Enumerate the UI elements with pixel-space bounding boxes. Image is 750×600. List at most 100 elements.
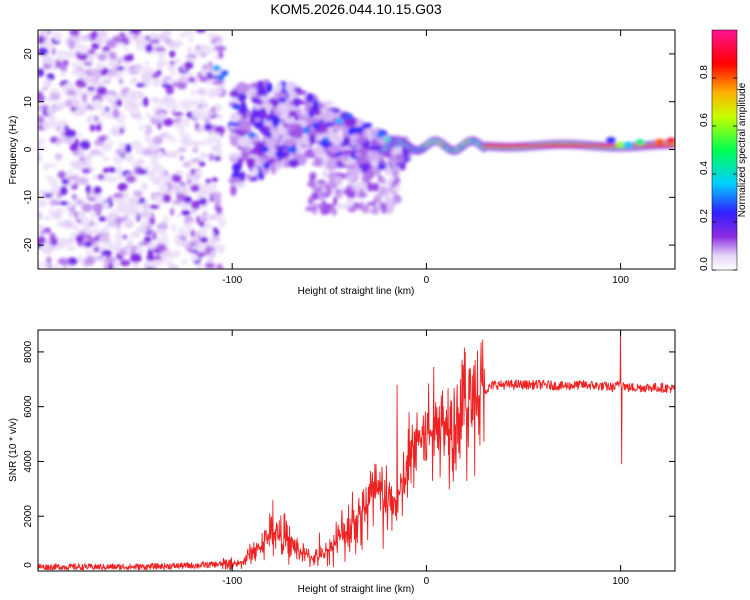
spectrogram-cell	[69, 30, 80, 37]
spectrogram-cell	[316, 179, 326, 185]
spectrogram-cell	[391, 168, 400, 179]
spectrogram-cell	[346, 164, 356, 171]
spectrogram-cell	[289, 91, 294, 103]
spectrogram-y-tick-label: 10	[23, 96, 34, 108]
spectrogram-cell	[218, 50, 224, 59]
spectrogram-cell	[367, 151, 381, 164]
spectrogram-cell	[292, 126, 305, 137]
spectrogram-cell	[92, 71, 102, 80]
spectrogram-cell	[76, 40, 82, 51]
spectrogram-cell	[203, 123, 213, 131]
snr-line	[38, 330, 675, 571]
spectrogram-cell	[81, 217, 91, 227]
spectrogram-cell	[182, 140, 193, 147]
spectrogram-cell	[107, 71, 114, 78]
spectrogram-cell	[38, 146, 47, 151]
spectrogram-cell	[203, 222, 212, 230]
spectrogram-cell	[233, 182, 246, 188]
spectrogram-cell	[337, 202, 343, 210]
spectrogram-cell	[158, 184, 169, 192]
spectrogram-cell	[180, 209, 191, 216]
spectrogram-cell	[53, 31, 63, 42]
spectrogram-cell	[82, 225, 91, 234]
spectrogram-cell	[259, 127, 266, 134]
spectrogram-cell	[56, 49, 69, 55]
spectrogram-cell	[174, 170, 184, 176]
snr-y-tick-label: 8000	[23, 340, 34, 363]
spectrogram-cell	[130, 252, 142, 263]
spectrogram-cell	[358, 163, 371, 170]
spectrogram-cell	[111, 129, 121, 136]
spectrogram-cell	[214, 198, 222, 206]
spectrogram-cell	[91, 42, 101, 50]
spectrogram-cell	[150, 192, 156, 201]
spectrogram-cell	[318, 202, 325, 210]
spectrogram-cell	[62, 219, 74, 229]
spectrogram-cell	[293, 154, 302, 161]
spectrogram-cell	[333, 175, 343, 185]
spectrogram-cell	[197, 71, 203, 79]
spectrogram-cell	[176, 184, 188, 194]
spectrogram-cell	[391, 199, 397, 205]
spectrogram-cell	[188, 36, 194, 43]
spectrogram-cell	[306, 93, 314, 103]
spectrogram-cell	[199, 204, 208, 210]
spectrogram-cell	[200, 237, 209, 244]
spectrogram-cell	[199, 220, 205, 228]
spectrogram-cell	[52, 210, 62, 220]
spectrogram-cell	[77, 52, 89, 61]
spectrogram-cell	[152, 77, 162, 88]
spectrogram-cell	[375, 132, 384, 139]
spectrogram-cell	[180, 79, 190, 84]
snr-y-tick-label: 6000	[23, 395, 34, 418]
spectrogram-cell	[116, 165, 123, 176]
spectrogram-cell	[67, 238, 75, 245]
spectrogram-cell	[103, 262, 108, 269]
spectrogram-cell	[163, 177, 168, 185]
spectrogram-cell	[44, 56, 54, 65]
spectrogram-cell	[40, 243, 52, 248]
spectrogram-cell	[56, 138, 64, 144]
spectrogram-cell	[62, 59, 69, 66]
spectrogram-cell	[322, 169, 328, 179]
spectrogram-cell	[354, 151, 362, 158]
spectrogram-cell	[123, 54, 133, 62]
spectrogram-cell	[150, 97, 160, 103]
spectrogram-cell	[149, 39, 160, 44]
spectrogram-cell	[212, 132, 221, 138]
spectrogram-cell	[87, 86, 96, 91]
spectrogram-cell	[64, 129, 76, 138]
spectrogram-cell	[47, 120, 58, 128]
spectrogram-cell	[99, 151, 104, 158]
spectrogram-cell	[214, 244, 224, 253]
colorbar-label: Normalized spectral amplitude	[737, 82, 748, 217]
spectrogram-cell	[77, 176, 89, 185]
spectrogram-cell	[88, 113, 95, 122]
spectrogram-cell	[169, 151, 178, 159]
spectrogram-cell	[66, 88, 77, 97]
spectrogram-cell	[125, 247, 132, 254]
spectrogram-cell	[68, 211, 75, 217]
spectrogram-cell	[66, 257, 78, 266]
spectrogram-cell	[67, 169, 73, 177]
spectrogram-cell	[179, 132, 186, 138]
spectrogram-cell	[108, 51, 114, 60]
spectrogram-cell	[238, 120, 252, 131]
spectrogram-cell	[232, 162, 242, 173]
spectrogram-cell	[196, 88, 207, 96]
spectrogram-cell	[339, 141, 350, 147]
spectrogram-cell	[83, 241, 93, 248]
spectrogram-cell	[38, 152, 42, 163]
colorbar-tick-label: 0.0	[699, 257, 710, 271]
spectrogram-cell	[238, 104, 248, 115]
spectrogram-cell	[113, 64, 118, 75]
spectrogram-cell	[259, 156, 266, 165]
spectrogram-cell	[97, 245, 107, 250]
spectrogram-cell	[210, 250, 217, 259]
spectrogram-cell	[147, 260, 153, 268]
spectrogram-y-tick-label: -10	[23, 190, 34, 205]
spectrogram-cell	[208, 152, 214, 162]
spectrogram-cell	[298, 116, 308, 121]
spectrogram-cell	[635, 139, 646, 146]
spectrogram-cell	[116, 175, 124, 180]
